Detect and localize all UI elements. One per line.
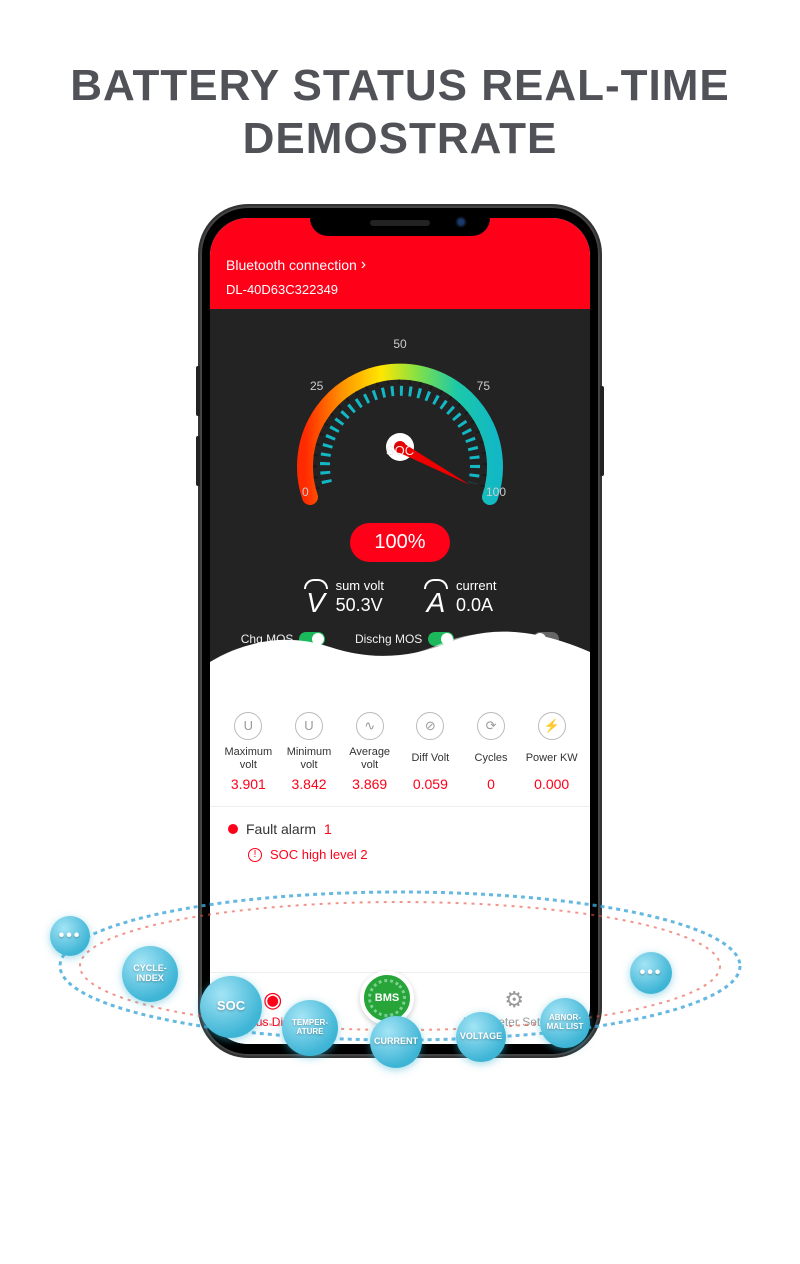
fault-dot-icon (228, 824, 238, 834)
phone-frame: Bluetooth connection › DL-40D63C322349 (200, 206, 600, 1056)
soc-gauge: 0 25 50 75 100 SOC (270, 327, 530, 527)
chevron-right-icon: › (361, 256, 366, 274)
soc-percent-badge: 100% (350, 523, 449, 562)
stat-cycles[interactable]: ⟳ Cycles 0 (461, 712, 522, 792)
status-icon: ◉ (234, 987, 311, 1013)
front-camera (455, 216, 467, 228)
curr-value: 0.0A (456, 594, 496, 617)
soc-label: SOC (386, 443, 414, 458)
bottom-nav: ◉ Status Display BMS ⚙ Parameter Setting… (210, 972, 590, 1044)
max-volt-icon: U (234, 712, 262, 740)
device-id: DL-40D63C322349 (226, 282, 574, 297)
power-button (600, 386, 604, 476)
stat-min-volt[interactable]: U Minimum volt 3.842 (279, 712, 340, 792)
app-header: Bluetooth connection › DL-40D63C322349 (210, 218, 590, 309)
gauge-tick-0: 0 (302, 485, 309, 499)
gauge-tick-25: 25 (310, 379, 323, 393)
volt-label: sum volt (336, 578, 384, 595)
stat-avg-volt[interactable]: ∿ Average volt 3.869 (339, 712, 400, 792)
volume-up-button (196, 366, 200, 416)
speaker-slot (370, 220, 430, 226)
current-reading: A current 0.0A (424, 578, 496, 618)
title-line-1: BATTERY STATUS REAL-TIME (70, 61, 730, 110)
stat-diff-volt[interactable]: ⊘ Diff Volt 0.059 (400, 712, 461, 792)
volt-amp-row: V sum volt 50.3V A current 0.0A (220, 578, 580, 618)
nav-parameter-settings[interactable]: ⚙ Parameter Settings (463, 987, 566, 1029)
bluetooth-connection-link[interactable]: Bluetooth connection › (226, 256, 574, 274)
title-line-2: DEMOSTRATE (243, 114, 558, 163)
fault-detail-row[interactable]: ! SOC high level 2 (228, 837, 572, 862)
fault-alarm-row[interactable]: Fault alarm 1 (228, 821, 572, 837)
bubble-more-left: ••• (50, 916, 90, 956)
fault-section: Fault alarm 1 ! SOC high level 2 (210, 807, 590, 868)
avg-volt-icon: ∿ (356, 712, 384, 740)
bluetooth-label: Bluetooth connection (226, 257, 357, 273)
warning-icon: ! (248, 848, 262, 862)
current-icon: A (424, 579, 448, 617)
curr-label: current (456, 578, 496, 595)
sum-volt-reading: V sum volt 50.3V (304, 578, 384, 618)
gauge-tick-100: 100 (486, 485, 506, 499)
bubble-cycle-index: CYCLE-INDEX (122, 946, 178, 1002)
volume-down-button (196, 436, 200, 486)
nav-status-display[interactable]: ◉ Status Display (234, 987, 311, 1029)
power-icon: ⚡ (538, 712, 566, 740)
gauge-panel: 0 25 50 75 100 SOC 100% V sum volt 50.3V (210, 309, 590, 662)
stat-power[interactable]: ⚡ Power KW 0.000 (521, 712, 582, 792)
cycles-icon: ⟳ (477, 712, 505, 740)
phone-screen: Bluetooth connection › DL-40D63C322349 (210, 218, 590, 1044)
min-volt-icon: U (295, 712, 323, 740)
diff-volt-icon: ⊘ (416, 712, 444, 740)
gear-icon: ⚙ (463, 987, 566, 1013)
page-heading: BATTERY STATUS REAL-TIME DEMOSTRATE (0, 0, 800, 206)
stats-row: U Maximum volt 3.901 U Minimum volt 3.84… (210, 712, 590, 807)
bubble-more-right: ••• (630, 952, 672, 994)
gauge-tick-75: 75 (477, 379, 490, 393)
voltage-icon: V (304, 579, 328, 617)
nav-bms-button[interactable]: BMS (360, 971, 414, 1025)
gauge-tick-50: 50 (393, 337, 406, 351)
volt-value: 50.3V (336, 594, 384, 617)
wave-divider (210, 662, 590, 712)
stat-max-volt[interactable]: U Maximum volt 3.901 (218, 712, 279, 792)
